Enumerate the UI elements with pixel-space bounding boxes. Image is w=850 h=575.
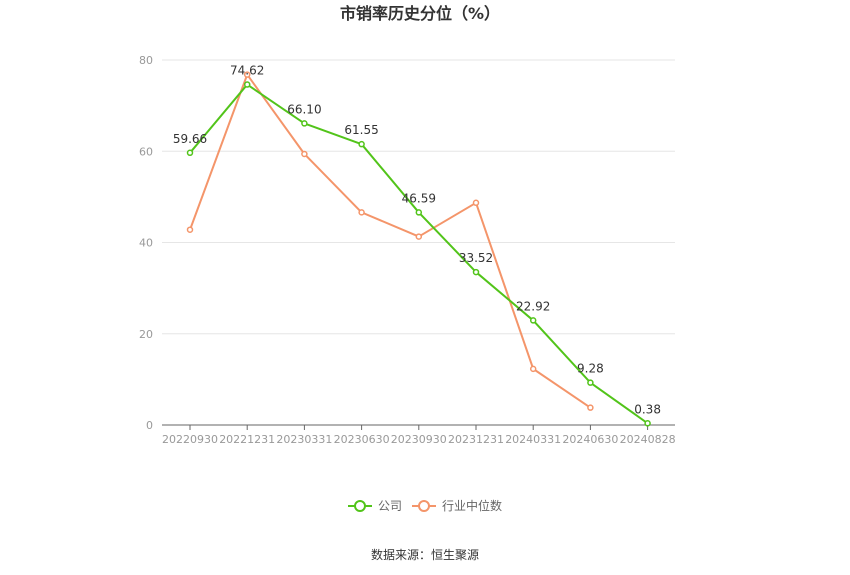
x-tick-label: 20230331 — [276, 433, 332, 446]
data-labels: 59.66 74.62 66.10 61.55 46.59 33.52 22.92 9.28 0… — [173, 64, 661, 417]
industry-median-data-point[interactable] — [358, 209, 365, 216]
y-tick-label: 40 — [139, 237, 153, 250]
legend-item-industry-median[interactable]: 行业中位数 — [412, 498, 502, 513]
grid-lines — [162, 59, 675, 335]
industry-median-data-point[interactable] — [243, 71, 251, 78]
company-data-label: 61.55 — [344, 123, 378, 137]
x-tick-label: 20240331 — [505, 433, 561, 446]
y-axis: 0 20 40 60 80 — [139, 54, 153, 432]
company-data-label: 0.38 — [634, 402, 661, 416]
x-tick-label: 20240828 — [620, 433, 676, 446]
x-tick-label: 20231231 — [448, 433, 504, 446]
legend-swatch-marker — [418, 500, 430, 512]
company-data-label: 33.52 — [459, 251, 493, 265]
company-data-label: 22.92 — [516, 299, 550, 313]
source-note: 数据来源：恒生聚源 — [371, 547, 479, 562]
x-axis: 20220930 20221231 20230331 20230630 20230930… — [162, 424, 676, 446]
industry-median-data-point[interactable] — [472, 199, 480, 207]
y-tick-label: 0 — [146, 419, 153, 432]
industry-median-series-line — [189, 73, 591, 409]
legend-item-company[interactable]: 公司 — [348, 499, 402, 513]
company-data-label: 66.10 — [287, 102, 321, 116]
x-tick-label: 20220930 — [162, 433, 218, 446]
x-tick-label: 20230630 — [334, 433, 390, 446]
industry-median-data-point[interactable] — [529, 365, 537, 373]
company-data-point[interactable] — [358, 140, 365, 148]
series-points — [186, 71, 651, 427]
industry-median-data-point[interactable] — [186, 226, 194, 233]
company-data-point[interactable] — [243, 81, 251, 88]
company-data-label: 9.28 — [577, 362, 604, 376]
industry-median-data-point[interactable] — [301, 150, 308, 158]
chart-title: 市销率历史分位（%） — [340, 4, 500, 23]
x-tick-label: 20221231 — [219, 433, 275, 446]
legend-label-industry-median: 行业中位数 — [442, 498, 502, 513]
x-tick-label: 20240630 — [562, 433, 618, 446]
company-data-point[interactable] — [186, 149, 194, 157]
y-tick-label: 60 — [139, 145, 153, 158]
legend-swatch-marker — [354, 500, 366, 512]
company-data-label: 74.62 — [230, 64, 264, 78]
company-data-label: 59.66 — [173, 132, 207, 146]
company-data-point[interactable] — [529, 317, 537, 324]
y-tick-label: 80 — [139, 54, 153, 67]
company-data-point[interactable] — [472, 268, 480, 276]
industry-median-data-point[interactable] — [587, 404, 594, 411]
company-data-point[interactable] — [587, 379, 594, 386]
y-tick-label: 20 — [139, 328, 153, 341]
legend-label-company: 公司 — [378, 499, 402, 513]
x-tick-label: 20230930 — [391, 433, 447, 446]
legend: 公司 行业中位数 — [348, 498, 502, 513]
company-data-point[interactable] — [301, 120, 308, 127]
company-data-point[interactable] — [415, 209, 423, 216]
industry-median-data-point[interactable] — [415, 233, 423, 240]
company-data-label: 46.59 — [402, 191, 436, 205]
company-data-point[interactable] — [644, 420, 651, 427]
